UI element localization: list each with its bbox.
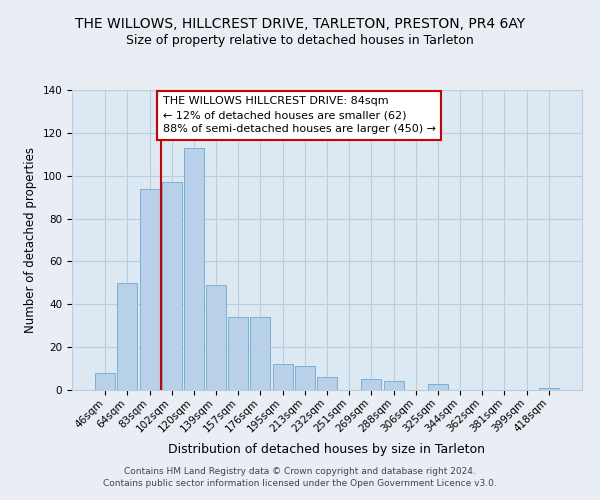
Bar <box>428 384 448 390</box>
Bar <box>162 182 182 390</box>
Text: Size of property relative to detached houses in Tarleton: Size of property relative to detached ho… <box>126 34 474 47</box>
Bar <box>95 373 115 390</box>
Bar <box>184 148 204 390</box>
Text: Contains HM Land Registry data © Crown copyright and database right 2024.
Contai: Contains HM Land Registry data © Crown c… <box>103 466 497 487</box>
Text: THE WILLOWS, HILLCREST DRIVE, TARLETON, PRESTON, PR4 6AY: THE WILLOWS, HILLCREST DRIVE, TARLETON, … <box>75 18 525 32</box>
Bar <box>383 382 404 390</box>
Bar <box>295 366 315 390</box>
Bar <box>118 283 137 390</box>
Text: THE WILLOWS HILLCREST DRIVE: 84sqm
← 12% of detached houses are smaller (62)
88%: THE WILLOWS HILLCREST DRIVE: 84sqm ← 12%… <box>163 96 436 134</box>
Bar <box>140 188 160 390</box>
Bar <box>228 317 248 390</box>
Bar <box>361 380 382 390</box>
X-axis label: Distribution of detached houses by size in Tarleton: Distribution of detached houses by size … <box>169 443 485 456</box>
Bar <box>250 317 271 390</box>
Y-axis label: Number of detached properties: Number of detached properties <box>24 147 37 333</box>
Bar <box>317 377 337 390</box>
Bar <box>539 388 559 390</box>
Bar <box>272 364 293 390</box>
Bar <box>206 285 226 390</box>
